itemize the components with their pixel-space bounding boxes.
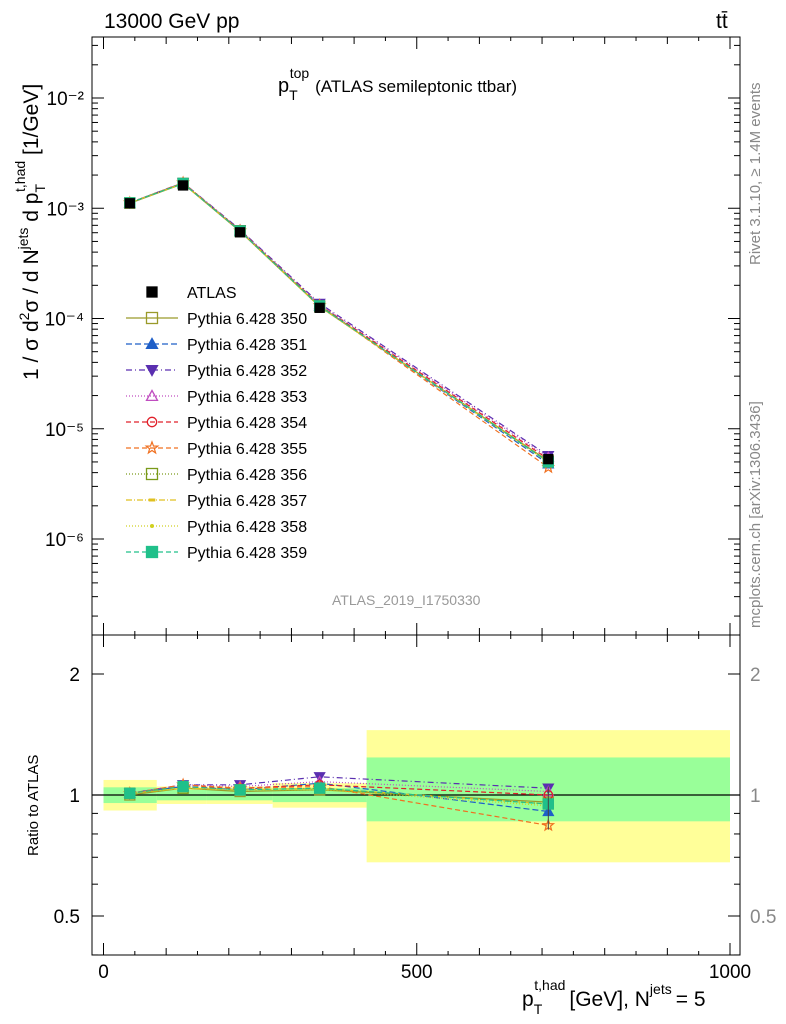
main-y-tick-label: 10⁻⁶ [45,530,84,551]
ratio-y-tick-label-left: 2 [69,665,80,686]
main-ticks [92,37,740,635]
ratio-ticks [92,635,740,956]
main-data-points [124,180,554,465]
legend-label: Pythia 6.428 354 [187,415,307,432]
ratio-series [122,772,556,832]
main-y-tick-label: 10⁻³ [47,199,85,220]
legend-label: Pythia 6.428 356 [187,467,307,484]
side-label-top: Rivet 3.1.10, ≥ 1.4M events [747,83,764,266]
ratio-series-marker [177,780,189,793]
legend-label: Pythia 6.428 357 [187,493,307,510]
legend-label: Pythia 6.428 352 [187,363,307,380]
ylabel-sub-t: T [32,184,48,193]
analysis-id-label: ATLAS_2019_I1750330 [332,592,481,608]
main-y-tick-label: 10⁻⁴ [45,310,84,331]
ratio-uncertainty-bands [103,730,730,863]
xlabel-unit: [GeV], N [569,988,650,1011]
ratio-series-line [129,784,549,826]
main-panel: 10⁻⁶10⁻⁵10⁻⁴10⁻³10⁻² pTtop(ATLAS semilep… [12,36,741,636]
xlabel-sub: T [534,1001,543,1017]
ratio-y-tick-label-right: 2 [750,665,761,686]
ratio-panel: 0.5 0.5 1 1 2 2 0 500 1000 Ratio to ATLAS pTt,h… [25,634,777,1017]
main-y-tick-label: 10⁻⁵ [45,420,84,441]
x-tick-labels: 0 500 1000 [98,962,751,983]
title-main: p [278,75,289,97]
legend: ATLAS Pythia 6.428 350 Pythia 6.428 351 Pyt… [126,285,307,562]
main-data-point [124,198,135,209]
ratio-series-marker [124,787,136,799]
title-rest: (ATLAS semileptonic ttbar) [315,77,517,96]
main-data-point [543,453,554,465]
xlabel-sup: t,had [534,977,565,993]
process-label: 13000 GeV pp [104,10,239,33]
legend-marker [145,545,159,559]
main-y-axis-label: 1 / σ d2σ / d Njets d pTt,had [1/GeV] [12,84,48,380]
legend-marker [144,440,160,455]
title-sub: T [289,87,298,103]
xlabel-sup2: jets [649,981,672,997]
legend-label: Pythia 6.428 353 [187,389,307,406]
x-axis-label: pTt,had[GeV], Njets = 5 [522,977,706,1017]
ylabel-sup-jets: jets [15,228,31,251]
plot-title: pTtop (ATLAS semileptonic ttbar) [278,65,517,103]
side-label-bottom: mcplots.cern.ch [arXiv:1306.3436] [747,401,764,628]
ylabel-sup-thad: t,had [12,161,28,192]
legend-marker [148,498,156,502]
ratio-y-tick-label-left: 1 [69,786,80,807]
ratio-y-tick-label-right: 0.5 [750,907,776,928]
ratio-y-tick-labels: 0.5 0.5 1 1 2 2 [54,665,777,928]
ratio-y-axis-label: Ratio to ATLAS [25,755,42,856]
title-sup: top [290,65,310,81]
svg-text:1 / σ d2σ / d Njets d pTt,had: 1 / σ d2σ / d Njets d pTt,had [1/GeV] [12,84,48,380]
ratio-y-tick-label-right: 1 [750,786,761,807]
main-data-point [314,302,325,313]
legend-marker [145,337,159,350]
xlabel-main: p [522,988,534,1011]
legend-label: Pythia 6.428 359 [187,545,307,562]
x-tick-label: 0 [98,962,109,983]
legend-label-data: ATLAS [187,285,237,302]
ylabel-part-3: d p [20,193,43,228]
ylabel-part-2: σ / d N [20,249,43,312]
legend-label: Pythia 6.428 350 [187,311,307,328]
main-y-tick-labels: 10⁻⁶ 10⁻⁵ 10⁻⁴ 10⁻³ 10⁻² [45,89,84,551]
legend-marker [145,467,159,481]
ratio-series-marker [313,782,326,794]
legend-marker-data [146,286,158,298]
legend-label: Pythia 6.428 355 [187,441,307,458]
ratio-series-marker [234,784,246,796]
x-tick-label: 500 [401,962,433,983]
main-data-point [177,180,189,191]
xlabel-tail: = 5 [676,988,706,1011]
ylabel-part-1: 1 / σ d [20,320,43,380]
legend-marker [145,311,159,325]
legend-marker [145,389,159,402]
ylabel-unit: [1/GeV] [20,84,43,161]
legend-marker [145,364,159,377]
main-data-point [234,227,246,238]
legend-marker [150,524,154,528]
ratio-series-line [129,785,549,805]
main-y-tick-label: 10⁻² [47,89,85,110]
legend-label: Pythia 6.428 358 [187,519,307,536]
legend-label: Pythia 6.428 351 [187,337,307,354]
legend-marker [146,416,158,428]
final-state-label: tt̄ [716,10,728,33]
ylabel-sup-2: 2 [16,312,32,320]
ratio-y-tick-label-left: 0.5 [54,907,80,928]
x-tick-label: 1000 [709,962,751,983]
